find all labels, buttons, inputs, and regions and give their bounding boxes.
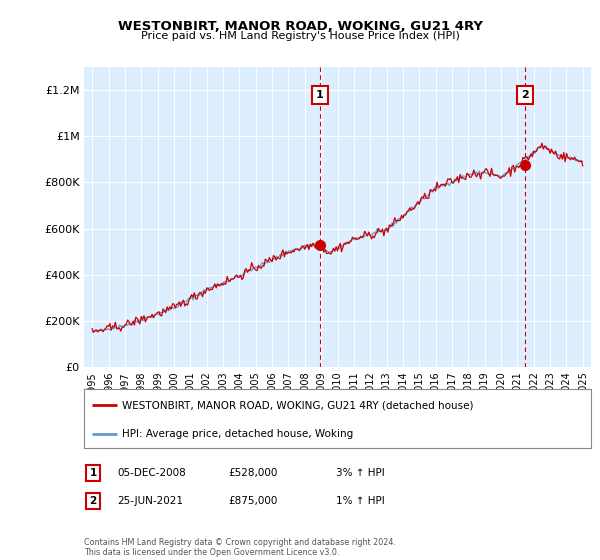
Text: 1: 1: [316, 90, 324, 100]
Text: £528,000: £528,000: [228, 468, 277, 478]
Text: 1: 1: [89, 468, 97, 478]
Text: 3% ↑ HPI: 3% ↑ HPI: [336, 468, 385, 478]
Text: WESTONBIRT, MANOR ROAD, WOKING, GU21 4RY (detached house): WESTONBIRT, MANOR ROAD, WOKING, GU21 4RY…: [122, 400, 473, 410]
Text: 2: 2: [89, 496, 97, 506]
Text: 2: 2: [521, 90, 529, 100]
Text: 25-JUN-2021: 25-JUN-2021: [117, 496, 183, 506]
Text: Price paid vs. HM Land Registry's House Price Index (HPI): Price paid vs. HM Land Registry's House …: [140, 31, 460, 41]
Text: 1% ↑ HPI: 1% ↑ HPI: [336, 496, 385, 506]
Text: £875,000: £875,000: [228, 496, 277, 506]
Text: WESTONBIRT, MANOR ROAD, WOKING, GU21 4RY: WESTONBIRT, MANOR ROAD, WOKING, GU21 4RY: [118, 20, 482, 32]
Text: Contains HM Land Registry data © Crown copyright and database right 2024.
This d: Contains HM Land Registry data © Crown c…: [84, 538, 396, 557]
Text: 05-DEC-2008: 05-DEC-2008: [117, 468, 186, 478]
Text: HPI: Average price, detached house, Woking: HPI: Average price, detached house, Woki…: [122, 430, 353, 440]
